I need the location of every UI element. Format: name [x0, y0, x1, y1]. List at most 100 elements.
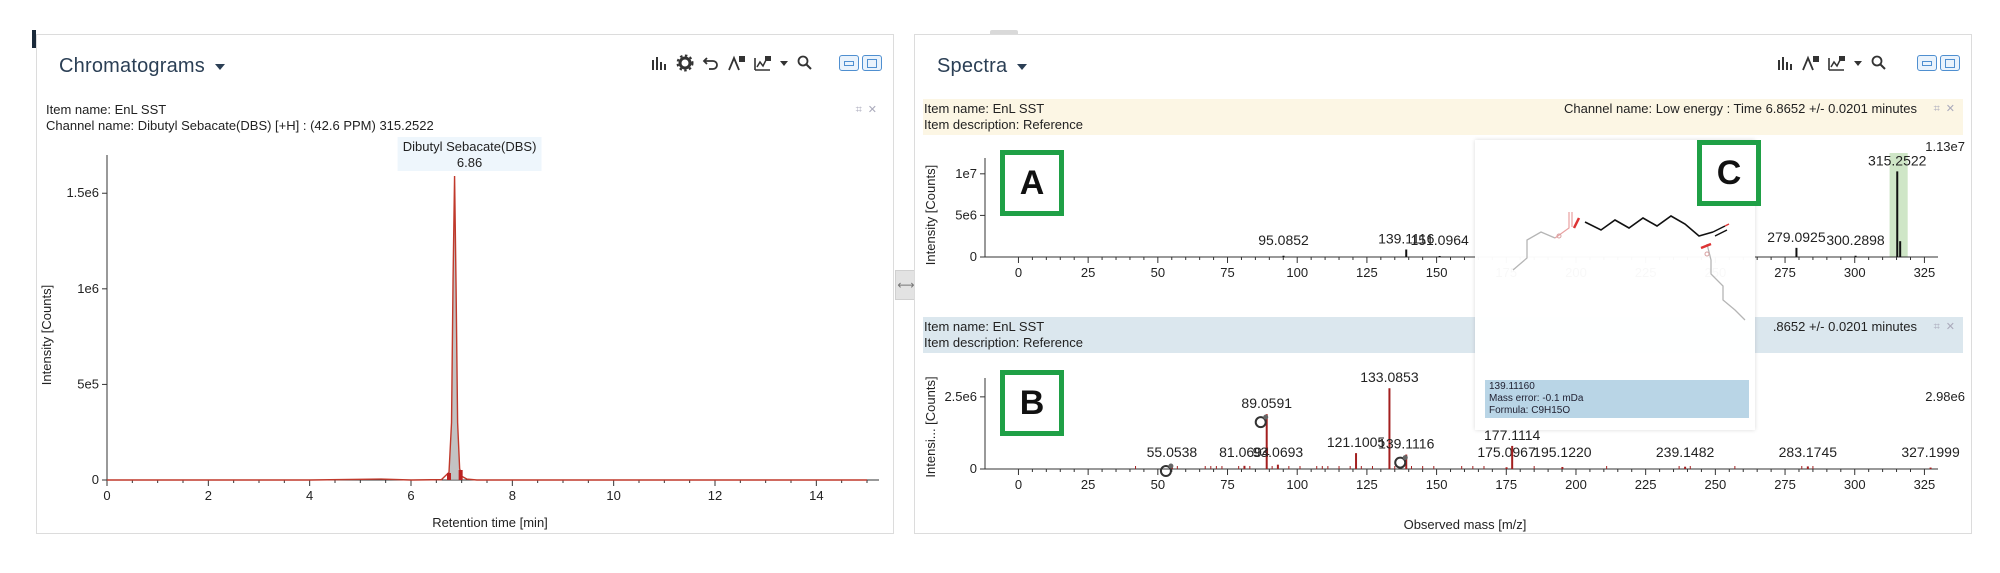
x-tick-label: 8 [509, 488, 516, 503]
y-tick-label: 0 [92, 472, 99, 487]
gear-icon[interactable] [675, 53, 695, 73]
y-tick-label: 5e5 [77, 376, 99, 391]
maximize-button[interactable] [862, 55, 882, 71]
peak-label: 89.0591 [1241, 395, 1292, 411]
info-bar-actions: ⌗ ✕ [856, 102, 877, 118]
peak-label-name: Dibutyl Sebacate(DBS) [403, 139, 537, 154]
peak-bars-icon[interactable] [1775, 53, 1795, 73]
caret-down-icon[interactable] [779, 53, 789, 73]
chromatograms-title-dropdown[interactable]: Chromatograms [59, 55, 225, 78]
fragment-info-box: 139.11160 Mass error: -0.1 mDa Formula: … [1485, 380, 1749, 418]
spectra-header: Spectra [915, 35, 1971, 93]
channel-name-label: Channel name: Low energy : Time 6.8652 +… [1563, 101, 1917, 116]
x-tick-label: 12 [708, 488, 722, 503]
minimize-button[interactable] [1917, 55, 1937, 71]
y-tick-label: 0 [970, 249, 977, 264]
y-tick-label: 0 [970, 461, 977, 476]
peak-label: 139.1116 [1378, 436, 1435, 452]
mass-highlight-band [1889, 153, 1908, 257]
chevron-down-icon [214, 63, 225, 70]
peak-label: 151.0964 [1410, 232, 1469, 248]
peak-label: 175.0967 [1477, 444, 1536, 460]
x-tick-label: 150 [1426, 265, 1448, 280]
x-tick-label: 275 [1774, 265, 1796, 280]
x-tick-label: 0 [1015, 477, 1022, 492]
zoom-icon[interactable] [795, 53, 815, 73]
splitter-tab[interactable] [990, 30, 1018, 36]
x-tick-label: 125 [1356, 477, 1378, 492]
close-icon[interactable]: ✕ [867, 104, 877, 116]
y-axis-label: Intensity [Counts] [39, 285, 54, 385]
peak-bars-icon[interactable] [649, 53, 669, 73]
spectra-window-buttons [1917, 55, 1960, 71]
spectra-toolbar [1775, 53, 1889, 73]
caret-down-icon[interactable] [1853, 53, 1863, 73]
x-tick-label: 275 [1774, 477, 1796, 492]
close-icon[interactable]: ✕ [1945, 103, 1955, 115]
annotation-label-c: C [1697, 140, 1761, 206]
fragment-icon [1394, 455, 1408, 469]
x-tick-label: 50 [1151, 477, 1165, 492]
x-axis-label: Retention time [min] [432, 515, 548, 530]
x-tick-label: 0 [103, 488, 110, 503]
zoom-icon[interactable] [1869, 53, 1889, 73]
item-description-label: Item description: Reference [924, 335, 1083, 350]
item-name-label: Item name: EnL SST [46, 102, 167, 117]
peak-label: 93.0693 [1253, 444, 1304, 460]
chevron-down-icon [1017, 63, 1028, 70]
x-tick-label: 325 [1914, 477, 1936, 492]
x-tick-label: 325 [1914, 265, 1936, 280]
spectrum-bottom-info-bar: Item name: EnL SST Item description: Ref… [923, 317, 1963, 353]
peak-integrate-icon[interactable] [727, 53, 747, 73]
spectrum-bottom-chart[interactable]: Intensi... [Counts] 2.98e6 Observed mass… [915, 353, 1971, 533]
x-tick-label: 175 [1495, 477, 1517, 492]
maximize-button[interactable] [1940, 55, 1960, 71]
molecule-structure-image [1512, 212, 1746, 321]
peak-label: 95.0852 [1258, 232, 1309, 248]
chromatogram-chart[interactable]: Intensity [Counts] Retention time [min] … [37, 135, 893, 533]
minimize-button[interactable] [839, 55, 859, 71]
chromatograms-toolbar [649, 53, 815, 73]
integration-end-marker [458, 470, 463, 480]
pin-icon[interactable]: ⌗ [1933, 103, 1940, 115]
peak-label-background [397, 137, 542, 171]
peak-label: 315.2522 [1868, 152, 1927, 168]
spectrum-top-chart[interactable]: Intensity [Counts] 1.13e7 0 5e6 1e7 0 25 50 75… [915, 135, 1971, 285]
spectra-title-dropdown[interactable]: Spectra [937, 55, 1028, 78]
peak-label: 300.2898 [1826, 232, 1885, 248]
fragment-mass: 139.11160 [1489, 381, 1535, 392]
item-description-label: Item description: Reference [924, 117, 1083, 132]
peak-label: 55.0538 [1147, 444, 1198, 460]
info-bar-actions: ⌗ ✕ [1934, 101, 1955, 117]
spectra-title: Spectra [937, 55, 1008, 77]
chromatogram-info-bar: Item name: EnL SST Channel name: Dibutyl… [45, 100, 885, 136]
chart-display-icon[interactable] [1827, 53, 1847, 73]
max-intensity-label: 2.98e6 [1925, 389, 1965, 404]
pin-icon[interactable]: ⌗ [855, 104, 862, 116]
x-tick-label: 10 [606, 488, 620, 503]
y-tick-label: 5e6 [955, 207, 977, 222]
chart-display-icon[interactable] [753, 53, 773, 73]
x-tick-label: 100 [1286, 265, 1308, 280]
peak-label: 279.0925 [1767, 229, 1826, 245]
undo-icon[interactable] [701, 53, 721, 73]
peak-label: 327.1999 [1901, 444, 1960, 460]
close-icon[interactable]: ✕ [1945, 321, 1955, 333]
pin-icon[interactable]: ⌗ [1933, 321, 1940, 333]
peak-label: 177.1114 [1484, 427, 1541, 443]
integration-start-marker [447, 473, 451, 480]
splitter-handle[interactable]: ⟷ [895, 270, 917, 300]
x-tick-label: 300 [1844, 477, 1866, 492]
peak-integrate-icon[interactable] [1801, 53, 1821, 73]
chromatograms-header: Chromatograms [37, 35, 893, 93]
x-tick-label: 250 [1705, 477, 1727, 492]
fragment-icon-dot [1168, 463, 1174, 469]
info-bar-actions: ⌗ ✕ [1934, 319, 1955, 335]
x-tick-label: 150 [1426, 477, 1448, 492]
x-tick-label: 4 [306, 488, 313, 503]
peak-label: 283.1745 [1779, 444, 1838, 460]
x-tick-label: 200 [1565, 477, 1587, 492]
x-tick-label: 2 [205, 488, 212, 503]
x-tick-label: 6 [407, 488, 414, 503]
spectrum-top-info-bar: Item name: EnL SST Item description: Ref… [923, 99, 1963, 135]
